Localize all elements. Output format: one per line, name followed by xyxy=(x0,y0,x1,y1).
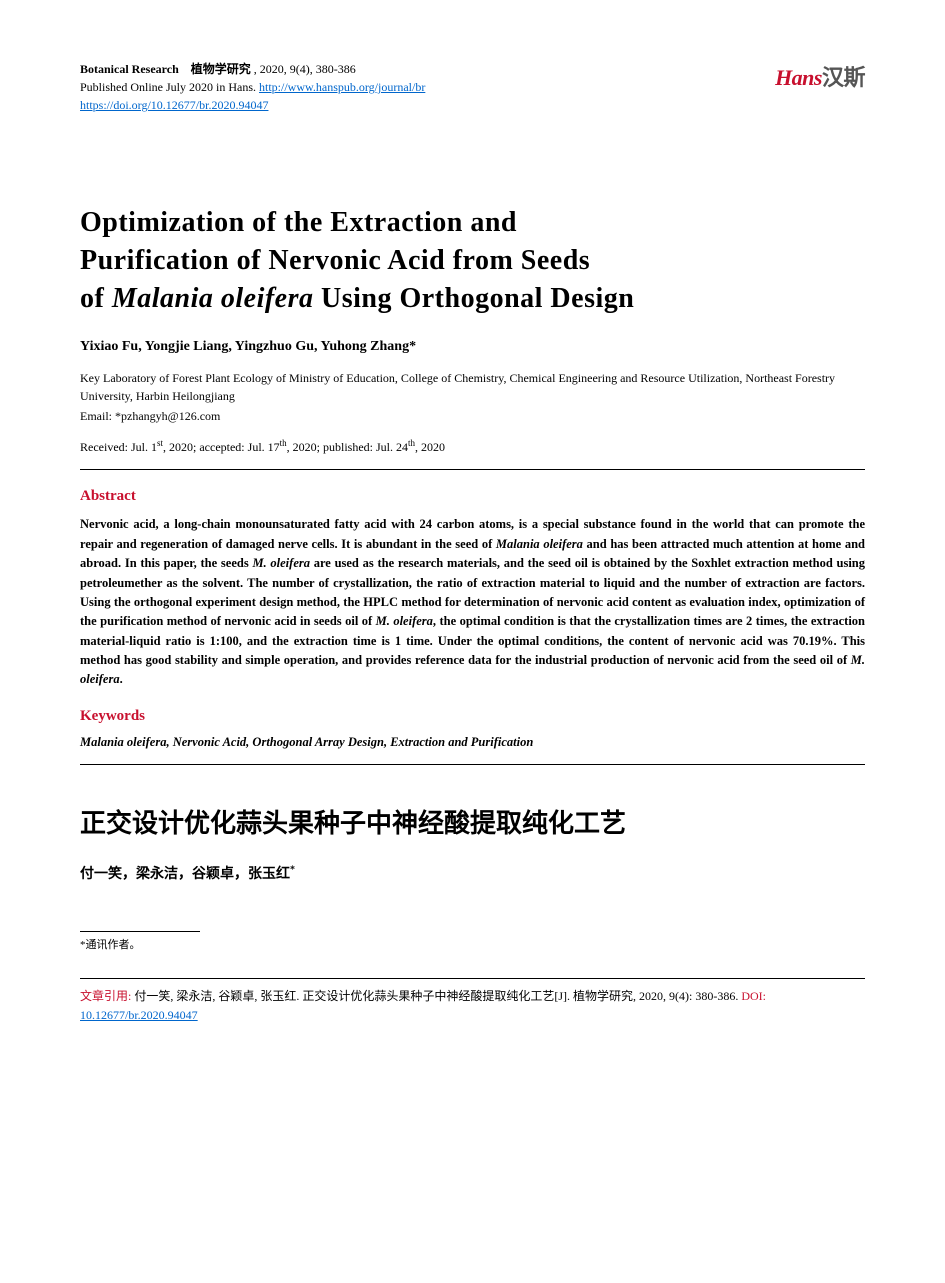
email-label: Email: xyxy=(80,409,115,423)
publisher-logo: Hans汉斯 xyxy=(775,60,865,92)
published-year: , 2020 xyxy=(415,440,445,454)
title-line2: Purification of Nervonic Acid from Seeds xyxy=(80,245,590,276)
author-list: Yixiao Fu, Yongjie Liang, Yingzhuo Gu, Y… xyxy=(80,339,865,355)
accepted-year: , 2020; xyxy=(287,440,323,454)
journal-name-en: Botanical Research xyxy=(80,62,179,76)
chinese-title: 正交设计优化蒜头果种子中神经酸提取纯化工艺 xyxy=(80,805,865,841)
page-header: Botanical Research 植物学研究 , 2020, 9(4), 3… xyxy=(80,60,865,114)
logo-text-grey: 汉斯 xyxy=(822,65,865,90)
abstract-species2: M. oleifera xyxy=(252,556,310,570)
keywords-text: Malania oleifera, Nervonic Acid, Orthogo… xyxy=(80,735,865,750)
abstract-species3: M. oleifera xyxy=(376,614,433,628)
citation-text: 付一笑, 梁永洁, 谷颖卓, 张玉红. 正交设计优化蒜头果种子中神经酸提取纯化工… xyxy=(134,989,741,1003)
cn-author-sup: * xyxy=(290,865,295,876)
published-line: Published Online July 2020 in Hans. http… xyxy=(80,78,425,96)
published-label: published: Jul. 24 xyxy=(323,440,408,454)
issue-info: , 2020, 9(4), 380-386 xyxy=(254,62,356,76)
journal-name-cn: 植物学研究 xyxy=(191,62,251,76)
article-title: Optimization of the Extraction and Purif… xyxy=(80,204,865,317)
affiliation: Key Laboratory of Forest Plant Ecology o… xyxy=(80,369,865,405)
journal-info: Botanical Research 植物学研究 , 2020, 9(4), 3… xyxy=(80,60,425,114)
article-dates: Received: Jul. 1st, 2020; accepted: Jul.… xyxy=(80,438,865,455)
citation-doi-link[interactable]: 10.12677/br.2020.94047 xyxy=(80,1008,198,1022)
title-line3-pre: of xyxy=(80,283,112,314)
accepted-label: accepted: Jul. 17 xyxy=(199,440,279,454)
cn-author-names: 付一笑，梁永洁，谷颖卓，张玉红 xyxy=(80,867,290,882)
published-sup: th xyxy=(408,438,415,448)
email-address: *pzhangyh@126.com xyxy=(115,409,220,423)
corresponding-footnote: *通讯作者。 xyxy=(80,936,865,952)
keywords-divider xyxy=(80,764,865,765)
doi-line: https://doi.org/10.12677/br.2020.94047 xyxy=(80,96,425,114)
doi-link[interactable]: https://doi.org/10.12677/br.2020.94047 xyxy=(80,98,268,112)
title-line1: Optimization of the Extraction and xyxy=(80,207,517,238)
abstract-p5: . xyxy=(120,672,123,686)
footnote-divider xyxy=(80,931,200,932)
citation-doi-label: DOI: xyxy=(741,989,766,1003)
abstract-species1: Malania oleifera xyxy=(496,537,583,551)
received-label: Received: Jul. 1 xyxy=(80,440,157,454)
chinese-authors: 付一笑，梁永洁，谷颖卓，张玉红* xyxy=(80,863,865,883)
citation-block: 文章引用: 付一笑, 梁永洁, 谷颖卓, 张玉红. 正交设计优化蒜头果种子中神经… xyxy=(80,987,865,1025)
accepted-sup: th xyxy=(280,438,287,448)
received-year: , 2020; xyxy=(163,440,199,454)
published-label: Published Online July 2020 in Hans. xyxy=(80,80,259,94)
logo-text-red: Hans xyxy=(775,65,822,90)
title-species: Malania oleifera xyxy=(112,283,314,314)
abstract-text: Nervonic acid, a long-chain monounsatura… xyxy=(80,515,865,689)
abstract-heading: Abstract xyxy=(80,488,865,505)
email-line: Email: *pzhangyh@126.com xyxy=(80,409,865,424)
keywords-heading: Keywords xyxy=(80,708,865,725)
citation-divider xyxy=(80,978,865,979)
journal-url-link[interactable]: http://www.hanspub.org/journal/br xyxy=(259,80,425,94)
citation-label: 文章引用: xyxy=(80,989,134,1003)
title-line3-post: Using Orthogonal Design xyxy=(314,283,635,314)
header-divider xyxy=(80,469,865,470)
journal-line: Botanical Research 植物学研究 , 2020, 9(4), 3… xyxy=(80,60,425,78)
